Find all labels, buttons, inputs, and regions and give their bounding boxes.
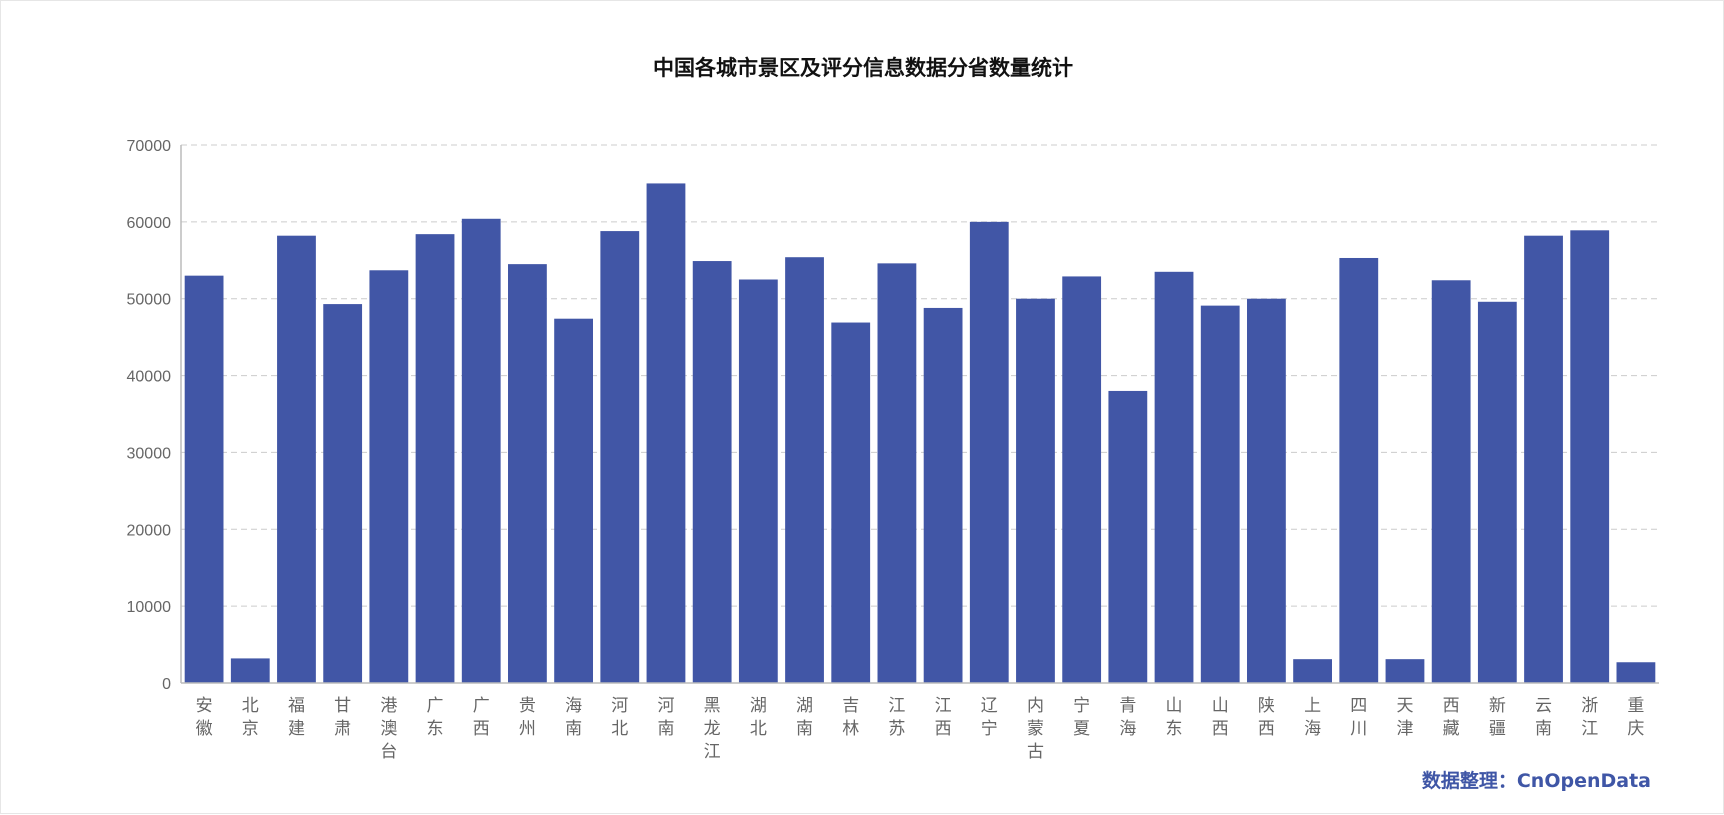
- bar-7: [508, 264, 547, 683]
- bar-26: [1385, 659, 1425, 683]
- bar-30: [1570, 230, 1610, 683]
- x-tick-label: 湖南: [796, 696, 813, 739]
- y-tick-label: 0: [162, 676, 171, 693]
- bar-8: [554, 318, 593, 683]
- y-axis-ticks: 0 10000 20000 30000 40000 50000 60000 70000: [127, 138, 172, 693]
- bar-5: [415, 234, 455, 683]
- x-tick-label: 河北: [611, 696, 628, 739]
- bar-31: [1616, 662, 1656, 683]
- x-tick-label: 云南: [1535, 696, 1552, 739]
- bar-9: [600, 231, 640, 683]
- x-tick-label: 黑龙江: [704, 696, 721, 762]
- x-tick-label: 江苏: [888, 696, 905, 739]
- bar-19: [1062, 276, 1102, 683]
- bar-20: [1108, 390, 1148, 683]
- x-tick-label: 上海: [1304, 696, 1321, 739]
- bar-12: [738, 279, 778, 683]
- bar-14: [831, 322, 871, 683]
- bar-15: [877, 263, 917, 683]
- x-tick-label: 河南: [657, 696, 674, 739]
- y-tick-label: 70000: [127, 138, 172, 155]
- y-tick-label: 50000: [127, 292, 172, 309]
- x-tick-label: 贵州: [519, 696, 536, 739]
- bar-16: [923, 307, 963, 683]
- y-tick-label: 30000: [127, 445, 172, 462]
- bar-17: [969, 221, 1009, 684]
- bar-24: [1293, 659, 1332, 683]
- bar-1: [230, 658, 270, 683]
- bar-18: [1016, 298, 1055, 683]
- x-tick-label: 西藏: [1443, 696, 1460, 739]
- bars: [184, 183, 1656, 684]
- x-tick-label: 广东: [427, 696, 444, 739]
- bar-25: [1339, 257, 1379, 683]
- bar-3: [323, 304, 363, 683]
- data-credit: 数据整理：CnOpenData: [1422, 769, 1651, 792]
- bar-21: [1154, 271, 1194, 683]
- x-tick-label: 广西: [473, 696, 490, 739]
- x-tick-label: 青海: [1119, 696, 1136, 739]
- bar-22: [1200, 305, 1240, 683]
- bar-4: [369, 270, 409, 683]
- x-tick-label: 天津: [1396, 696, 1413, 739]
- y-tick-label: 20000: [127, 522, 172, 539]
- x-tick-label: 港澳台: [380, 696, 397, 762]
- bar-23: [1247, 298, 1286, 683]
- bar-10: [646, 183, 686, 683]
- y-tick-label: 60000: [127, 215, 172, 232]
- x-tick-label: 山西: [1212, 696, 1229, 739]
- bar-29: [1524, 235, 1563, 683]
- y-tick-label: 10000: [127, 599, 172, 616]
- x-tick-label: 新疆: [1489, 696, 1506, 739]
- x-tick-label: 内蒙古: [1027, 696, 1044, 762]
- bar-28: [1477, 301, 1517, 683]
- x-tick-label: 陕西: [1258, 696, 1275, 739]
- bar-13: [785, 257, 824, 683]
- x-tick-label: 辽宁: [981, 696, 998, 739]
- y-tick-label: 40000: [127, 369, 172, 386]
- x-tick-label: 甘肃: [334, 696, 351, 739]
- x-tick-label: 浙江: [1581, 696, 1598, 739]
- x-tick-label: 四川: [1350, 696, 1367, 739]
- bar-6: [461, 218, 501, 683]
- x-tick-label: 北京: [242, 696, 259, 739]
- x-tick-label: 江西: [935, 696, 952, 739]
- axes: [180, 145, 1659, 684]
- bar-27: [1431, 280, 1471, 683]
- x-tick-label: 重庆: [1627, 696, 1644, 739]
- x-tick-label: 福建: [288, 696, 305, 739]
- x-tick-label: 山东: [1166, 696, 1183, 739]
- x-tick-label: 湖北: [750, 696, 767, 739]
- bar-11: [692, 261, 732, 683]
- gridlines: [181, 144, 1659, 607]
- x-tick-label: 宁夏: [1073, 696, 1090, 739]
- x-tick-label: 吉林: [842, 696, 859, 739]
- chart-title: 中国各城市景区及评分信息数据分省数量统计: [653, 56, 1073, 80]
- x-tick-label: 安徽: [196, 696, 213, 739]
- bar-0: [184, 275, 224, 683]
- bar-2: [277, 235, 316, 683]
- x-tick-label: 海南: [565, 696, 582, 739]
